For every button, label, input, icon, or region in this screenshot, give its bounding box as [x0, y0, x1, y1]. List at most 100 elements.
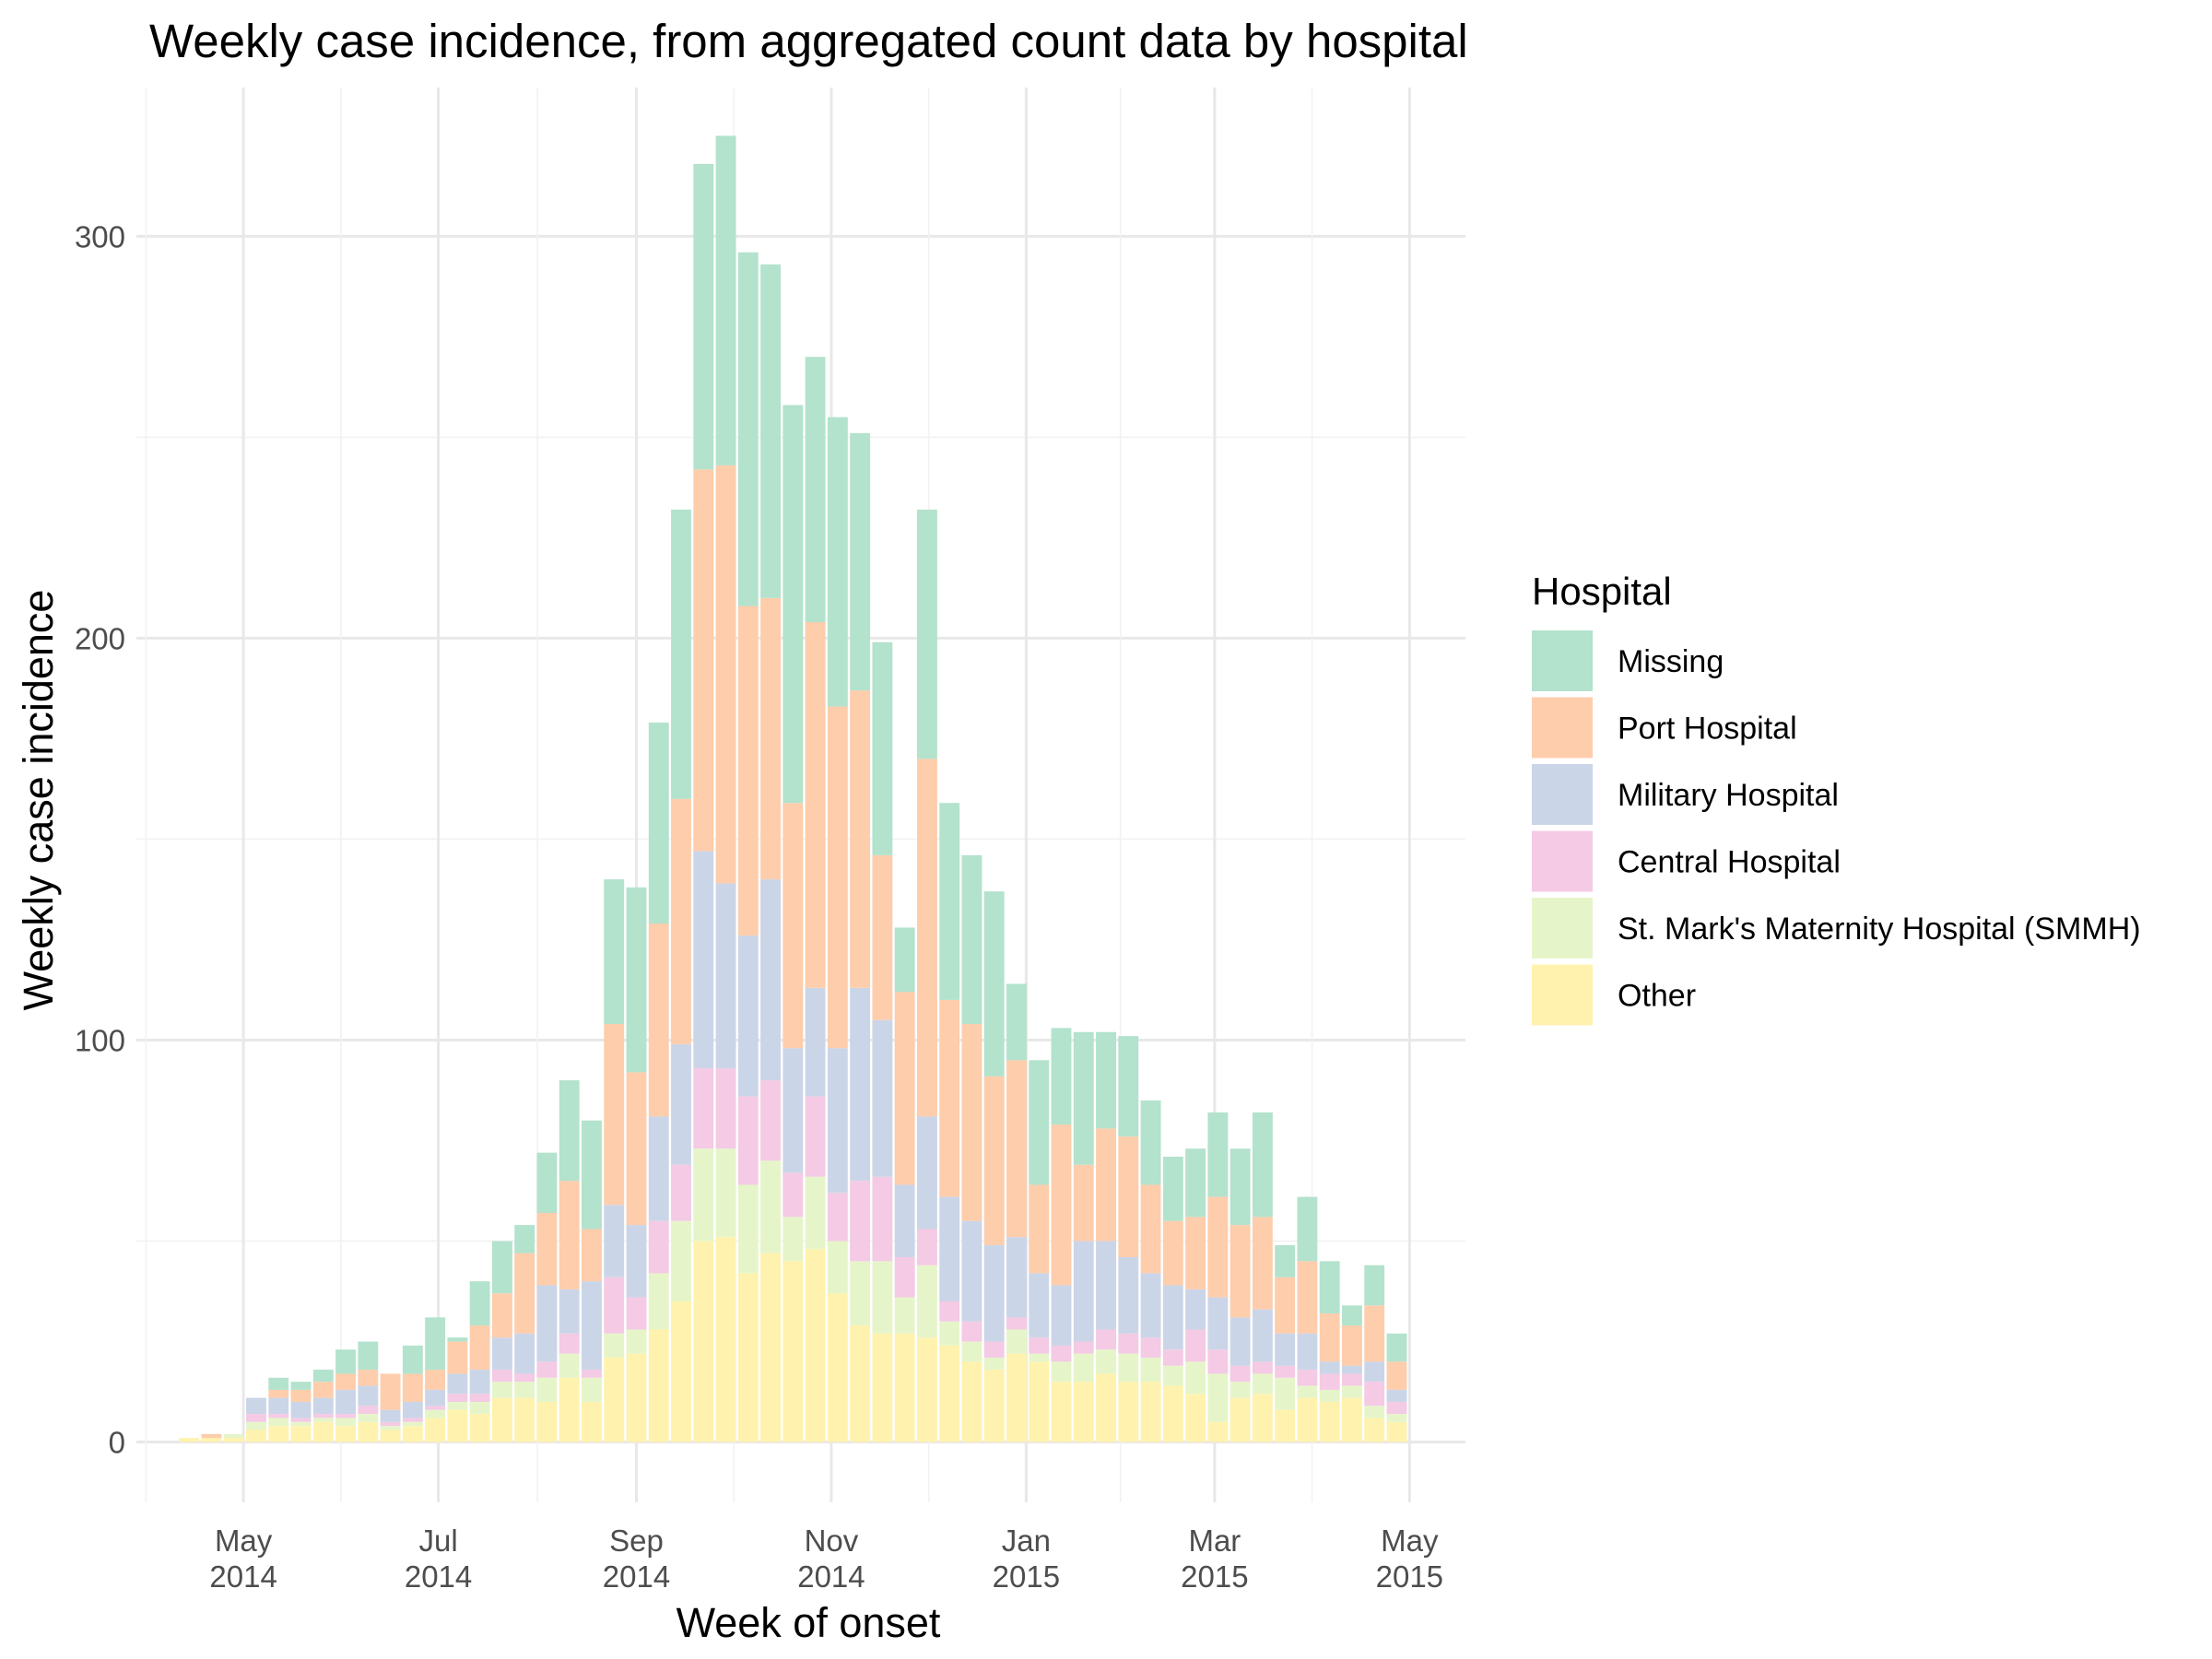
bar-segment: [312, 1370, 334, 1382]
bar-segment: [1230, 1225, 1251, 1318]
bar-segment: [827, 706, 848, 1049]
bar-segment: [1252, 1112, 1273, 1218]
bar-segment: [514, 1373, 535, 1382]
axis-labels: 0100200300May2014Jul2014Sep2014Nov2014Ja…: [75, 219, 1443, 1594]
bar-segment: [536, 1377, 558, 1402]
bar-segment: [782, 1261, 804, 1442]
bar-segment: [983, 1358, 1005, 1371]
bar-segment: [290, 1418, 312, 1422]
bar-segment: [1185, 1217, 1206, 1289]
bar-segment: [358, 1341, 379, 1371]
bar-segment: [626, 1072, 647, 1226]
bar-segment: [201, 1438, 222, 1442]
bar-segment: [916, 509, 937, 759]
bar-segment: [290, 1382, 312, 1390]
bar-segment: [1162, 1285, 1183, 1350]
bar-segment: [827, 1048, 848, 1194]
bar-segment: [1386, 1333, 1407, 1362]
bar-segment: [916, 1265, 937, 1338]
bar-segment: [671, 509, 691, 799]
bar-segment: [491, 1293, 512, 1338]
bar-segment: [1140, 1382, 1161, 1442]
bar-segment: [1162, 1385, 1183, 1442]
bar-segment: [760, 597, 782, 880]
legend-label: St. Mark's Maternity Hospital (SMMH): [1618, 912, 2141, 947]
bar-segment: [671, 798, 691, 1044]
bar-segment: [1029, 1337, 1050, 1354]
bar-segment: [1252, 1394, 1273, 1442]
bar-segment: [715, 1237, 736, 1442]
bar-segment: [604, 879, 625, 1025]
bar-segment: [1006, 1060, 1027, 1238]
bar-segment: [425, 1389, 446, 1406]
bar-segment: [447, 1373, 468, 1394]
bar-segment: [939, 803, 960, 1000]
bar-segment: [1162, 1156, 1183, 1221]
bar-segment: [693, 1241, 714, 1442]
x-tick-label-year: 2014: [209, 1559, 276, 1594]
bar-segment: [536, 1152, 558, 1214]
bar-segment: [1230, 1365, 1251, 1382]
bar-segment: [402, 1418, 423, 1422]
bar-segment: [1096, 1241, 1116, 1330]
bar-segment: [536, 1213, 558, 1286]
bar-segment: [1297, 1333, 1318, 1371]
bar-segment: [268, 1426, 289, 1442]
bar-segment: [939, 1345, 960, 1442]
bar-segment: [491, 1241, 512, 1294]
y-tick-label: 100: [75, 1024, 125, 1058]
bar-segment: [1364, 1305, 1385, 1362]
bar-segment: [1051, 1028, 1072, 1125]
bar-segment: [983, 1244, 1005, 1342]
bar-segment: [1342, 1397, 1362, 1442]
bar-segment: [223, 1438, 244, 1442]
bar-segment: [1319, 1389, 1340, 1402]
bar-segment: [582, 1229, 602, 1282]
bar-segment: [626, 1353, 647, 1442]
bar-segment: [1051, 1382, 1072, 1442]
x-axis-title: Week of onset: [677, 1599, 941, 1646]
bar-segment: [469, 1394, 490, 1402]
bar-segment: [1386, 1361, 1407, 1390]
bar-segment: [827, 1241, 848, 1294]
bar-segment: [402, 1401, 423, 1418]
bar-segment: [648, 1220, 669, 1274]
bar-segment: [1073, 1031, 1094, 1165]
bar-segment: [491, 1337, 512, 1371]
bar-segment: [1297, 1261, 1318, 1334]
bar-segment: [402, 1421, 423, 1427]
bar-segment: [358, 1370, 379, 1386]
bar-segment: [312, 1382, 334, 1398]
bar-segment: [1006, 1237, 1027, 1318]
bar-segment: [693, 163, 714, 470]
bar-segment: [582, 1120, 602, 1230]
bar-segment: [916, 1337, 937, 1442]
bar-segment: [447, 1337, 468, 1342]
bar-segment: [1029, 1060, 1050, 1185]
x-tick-label-month: May: [215, 1524, 273, 1558]
bar-segment: [290, 1389, 312, 1402]
bar-segment: [1207, 1196, 1229, 1298]
bar-segment: [425, 1418, 446, 1442]
bar-segment: [983, 1370, 1005, 1442]
bar-segment: [850, 690, 871, 988]
bar-segment: [894, 1184, 915, 1257]
bar-segment: [671, 1300, 691, 1442]
bar-segment: [648, 723, 669, 924]
bar-segment: [1342, 1373, 1362, 1386]
bar-segment: [312, 1414, 334, 1418]
bar-segment: [671, 1164, 691, 1221]
bar-segment: [604, 1205, 625, 1277]
x-tick-label-month: May: [1381, 1524, 1439, 1558]
legend-label: Other: [1618, 979, 1696, 1014]
bar-segment: [715, 465, 736, 884]
bar-segment: [1073, 1341, 1094, 1354]
bar-segment: [1140, 1100, 1161, 1185]
bar-segment: [961, 854, 982, 1025]
bar-segment: [1006, 983, 1027, 1061]
legend-swatch: [1532, 964, 1593, 1026]
bar-segment: [268, 1377, 289, 1390]
y-tick-label: 200: [75, 621, 125, 655]
bar-segment: [268, 1418, 289, 1427]
bar-segment: [1006, 1317, 1027, 1330]
